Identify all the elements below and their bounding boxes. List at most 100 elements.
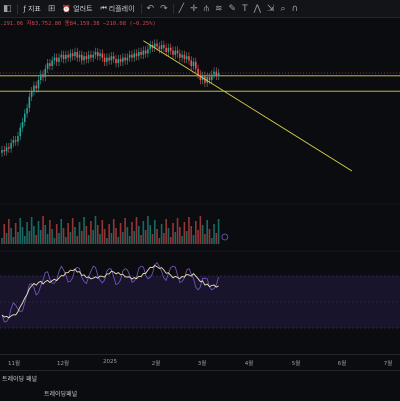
candle-body: [76, 52, 79, 58]
volume-bar: [188, 217, 190, 244]
candle-body: [169, 47, 172, 51]
bottom-panel: 트레이딩 패널 트레이딩패널: [0, 370, 400, 401]
time-axis-label: 3월: [197, 361, 207, 367]
volume-bar: [55, 224, 58, 244]
volume-bar: [117, 237, 120, 244]
candle-body: [192, 61, 195, 66]
candle-body: [206, 77, 208, 83]
candle-body: [65, 54, 67, 59]
candle-body: [49, 63, 51, 66]
candle-body: [176, 50, 179, 54]
toolbar-alert-button[interactable]: ⏰ 얼러트: [58, 0, 96, 17]
fib-icon[interactable]: ≋: [214, 3, 223, 14]
zoom-icon[interactable]: ⌕: [280, 3, 286, 14]
volume-bar: [210, 238, 213, 244]
measure-icon[interactable]: ⇲: [266, 3, 275, 14]
volume-bar: [115, 228, 117, 244]
volume-bar: [92, 230, 94, 244]
volume-bar: [144, 230, 147, 244]
candle-body: [1, 150, 3, 153]
volume-bar: [176, 218, 179, 244]
candle-body: [215, 71, 218, 76]
pitchfork-icon[interactable]: ⫛: [203, 3, 209, 14]
candle-body: [153, 43, 156, 48]
volume-bar: [30, 217, 33, 244]
redo-icon[interactable]: ↷: [160, 3, 168, 14]
volume-bar: [192, 235, 195, 244]
candle-body: [115, 59, 117, 64]
volume-bar: [135, 217, 138, 244]
volume-bar: [122, 232, 124, 244]
volume-bar: [133, 231, 136, 244]
volume-bar: [172, 223, 174, 244]
volume-bar: [5, 233, 8, 244]
candle-body: [142, 50, 145, 55]
volume-bar: [49, 220, 51, 244]
candle-body: [71, 53, 74, 57]
cross-tool-icon[interactable]: ✛: [190, 3, 198, 14]
candle-body: [172, 50, 174, 55]
volume-bar: [126, 227, 129, 244]
volume-bar: [179, 227, 181, 244]
volume-bar: [215, 233, 218, 244]
volume-bar: [217, 219, 220, 244]
candle-body: [94, 52, 97, 55]
candle-body: [106, 57, 108, 62]
line-tool-icon[interactable]: ╱: [178, 3, 185, 14]
time-axis[interactable]: 11월 12월 2025 2월 3월 4월 5월 6월 7월: [0, 354, 400, 371]
volume-bar: [14, 223, 17, 244]
candle-body: [24, 113, 26, 122]
toolbar-indicators-button[interactable]: ƒ 지표: [20, 0, 45, 17]
candle-body: [126, 57, 129, 61]
volume-bar: [197, 230, 199, 244]
candle-body: [158, 46, 161, 50]
volume-bar: [71, 218, 74, 244]
menu-icon[interactable]: ◧: [3, 3, 12, 14]
candle-body: [117, 59, 120, 64]
candle-body: [112, 56, 115, 59]
candle-body: [101, 53, 104, 58]
volume-bar: [128, 236, 131, 244]
candle-body: [197, 68, 199, 75]
magnet-icon[interactable]: ∩: [291, 3, 299, 14]
volume-bar: [85, 226, 88, 244]
volume-bar: [147, 216, 149, 244]
volume-bar: [156, 229, 158, 244]
bottom-tab-trading-panel[interactable]: 트레이딩 패널: [2, 376, 38, 383]
template-icon[interactable]: ⊞: [47, 3, 56, 14]
toolbar-replay-button[interactable]: ⏮ 리플레이: [96, 0, 138, 17]
candle-body: [156, 43, 158, 47]
pattern-icon[interactable]: ⋀: [253, 3, 261, 14]
candle-body: [128, 54, 131, 58]
candle-body: [81, 54, 83, 61]
volume-bar: [28, 231, 31, 244]
toolbar-separator: [140, 3, 142, 14]
price-chart[interactable]: [0, 18, 400, 354]
volume-bar: [169, 237, 172, 244]
volume-bar: [101, 220, 104, 244]
stochastic-line: [1, 261, 219, 323]
volume-bar: [74, 227, 76, 244]
candle-body: [147, 49, 149, 54]
chart-toolbar: ◧ ƒ 지표 ⊞ ⏰ 얼러트 ⏮ 리플레이 ↶ ↷ ╱ ✛ ⫛ ≋ ✎ T ⋀ …: [0, 0, 400, 18]
volume-bar: [106, 238, 108, 244]
volume-bar: [42, 216, 44, 244]
volume-bar: [151, 234, 154, 244]
brush-icon[interactable]: ✎: [228, 3, 237, 14]
undo-icon[interactable]: ↶: [146, 3, 155, 14]
candle-body: [90, 54, 92, 58]
toolbar-alert-label: 얼러트: [73, 4, 93, 13]
text-tool-icon[interactable]: T: [242, 3, 248, 14]
volume-bar: [199, 216, 202, 244]
volume-bar: [165, 219, 167, 244]
candle-body: [69, 53, 72, 58]
bottom-tab-trading-panel-2[interactable]: 트레이딩패널: [44, 391, 78, 398]
volume-bar: [60, 219, 63, 244]
volume-bar: [142, 221, 145, 244]
candle-body: [163, 45, 165, 48]
candle-body: [190, 60, 193, 66]
volume-bar: [160, 224, 163, 244]
candle-body: [74, 52, 76, 57]
replay-icon: ⏮: [100, 4, 107, 12]
volume-bar: [112, 219, 115, 244]
